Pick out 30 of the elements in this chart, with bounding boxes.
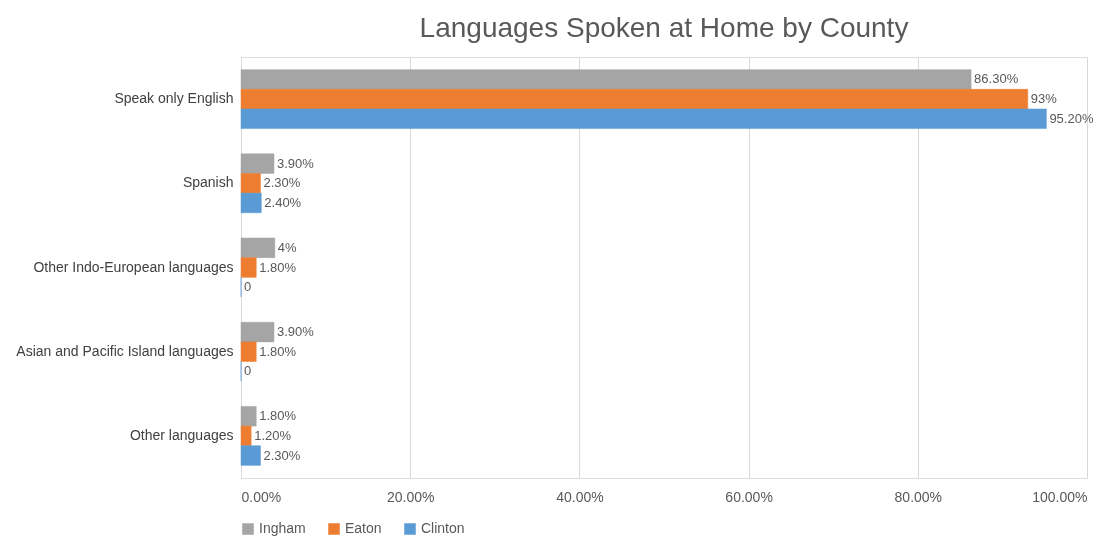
data-label: 2.30% [263,447,301,463]
data-label: 1.80% [259,259,297,275]
y-tick-label: Other languages [129,426,234,443]
data-label: 95.20% [1049,110,1094,126]
x-tick-label: 20.00% [386,488,435,505]
x-tick-label: 0.00% [241,488,282,505]
y-tick-label: Spanish [182,174,234,191]
x-tick-label: 40.00% [556,488,604,505]
x-tick-label: 100.00% [1032,488,1088,505]
y-tick-label: Speak only English [114,90,234,107]
data-label: 93% [1030,91,1058,107]
x-tick-label: 60.00% [725,488,773,505]
data-label: 1.80% [259,408,297,424]
data-label: 2.40% [264,194,302,210]
data-label: 3.90% [276,324,315,340]
data-label: 4% [277,239,298,255]
data-label: 86.30% [974,71,1019,87]
data-label: 0 [244,279,252,295]
legend-label: Ingham [259,520,306,536]
y-tick-label: Other Indo-European languages [33,258,234,275]
chart-title: Languages Spoken at Home by County [419,12,909,43]
data-label: 0 [244,363,252,379]
legend-label: Clinton [421,520,465,536]
data-label: 3.90% [276,155,315,171]
legend-label: Eaton [345,520,382,536]
y-tick-label: Asian and Pacific Island languages [16,342,234,359]
x-tick-label: 80.00% [894,488,943,505]
data-label: 2.30% [263,175,301,191]
data-label: 1.20% [254,427,292,443]
data-label: 1.80% [259,343,297,359]
